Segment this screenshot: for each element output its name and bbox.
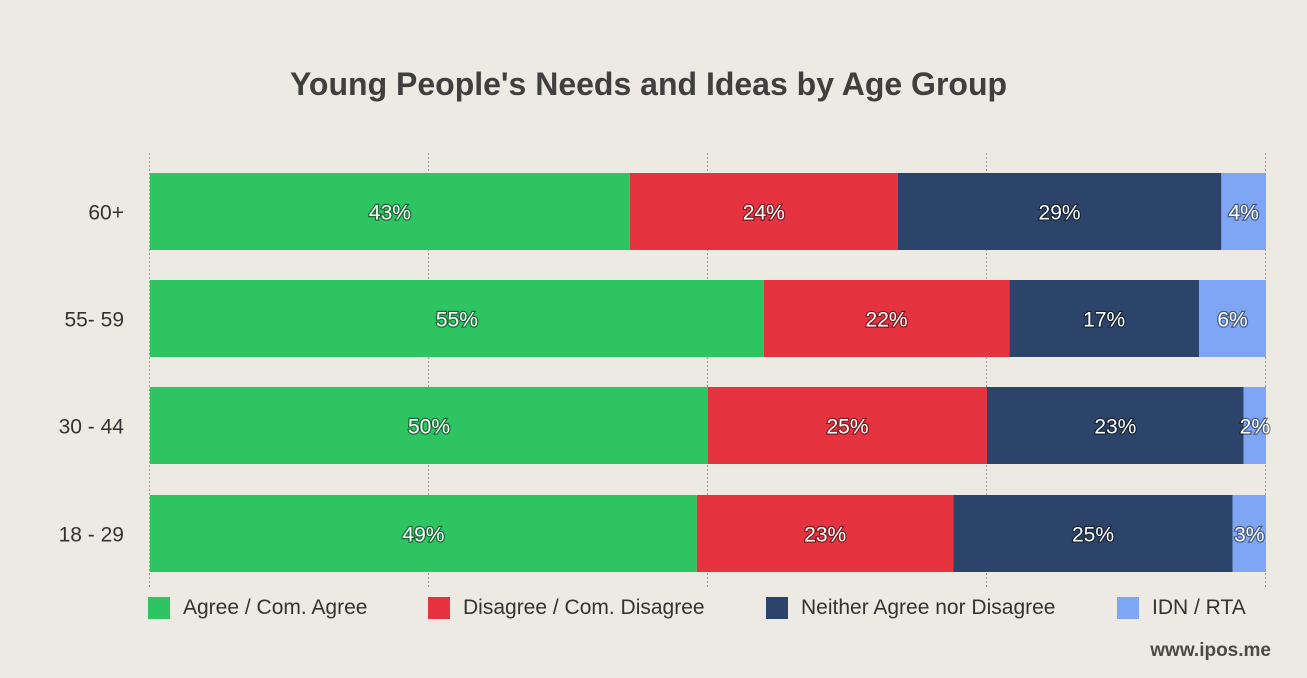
bar-segment (763, 280, 1010, 357)
legend-swatch (766, 597, 788, 619)
bar-segment (1199, 280, 1266, 357)
bar-segment (150, 387, 708, 464)
data-label: 43% (369, 202, 411, 225)
legend-label: Agree / Com. Agree (183, 596, 368, 619)
data-label: 4% (1229, 202, 1259, 225)
legend-swatch (1117, 597, 1139, 619)
bar-segment (150, 280, 764, 357)
legend-swatch (148, 597, 170, 619)
bar-segment (150, 495, 697, 572)
watermark: www.ipos.me (1150, 640, 1271, 661)
data-label: 49% (402, 524, 444, 547)
data-label: 23% (804, 524, 846, 547)
bar-segment (987, 387, 1244, 464)
bar-segment (953, 495, 1233, 572)
data-label: 3% (1234, 524, 1264, 547)
legend-item: Disagree / Com. Disagree (428, 595, 705, 621)
legend-item: Neither Agree nor Disagree (766, 595, 1055, 621)
data-label: 50% (408, 416, 450, 439)
data-label: 6% (1217, 309, 1247, 332)
legend-label: IDN / RTA (1152, 596, 1246, 619)
legend-item: Agree / Com. Agree (148, 595, 367, 621)
data-label: 29% (1039, 202, 1081, 225)
legend: Agree / Com. Agree Disagree / Com. Disagr… (148, 595, 1268, 621)
legend-swatch (428, 597, 450, 619)
chart-title: Young People's Needs and Ideas by Age Gr… (289, 66, 1008, 102)
bar-segment (897, 173, 1222, 250)
bar-segment (629, 173, 898, 250)
category-labels: 60+ 55- 59 30 - 44 18 - 29 (59, 202, 125, 547)
data-label: 22% (866, 309, 908, 332)
data-label: 2% (1240, 416, 1270, 439)
bar-segment (1243, 387, 1266, 464)
category-label: 18 - 29 (59, 524, 124, 547)
data-label: 25% (826, 416, 868, 439)
category-label: 55- 59 (64, 309, 124, 332)
data-label: 23% (1094, 416, 1136, 439)
bar-segment (150, 173, 630, 250)
data-label: 24% (743, 202, 785, 225)
data-label: 25% (1072, 524, 1114, 547)
category-label: 60+ (88, 202, 124, 225)
bar-segment (1232, 495, 1266, 572)
bar-segment (1009, 280, 1200, 357)
data-label: 17% (1083, 309, 1125, 332)
legend-label: Neither Agree nor Disagree (801, 596, 1056, 619)
legend-item: IDN / RTA (1117, 595, 1246, 621)
bar-segment (708, 387, 987, 464)
category-label: 30 - 44 (59, 416, 125, 439)
legend-label: Disagree / Com. Disagree (463, 596, 705, 619)
data-label: 55% (436, 309, 478, 332)
bar-segment (696, 495, 954, 572)
bar-segment (1221, 173, 1266, 250)
bars-group: 43% 24% 29% 4% 55% 22% 17% 6% 50% 25% 23% 2% 49% 23% 2… (150, 173, 1271, 572)
